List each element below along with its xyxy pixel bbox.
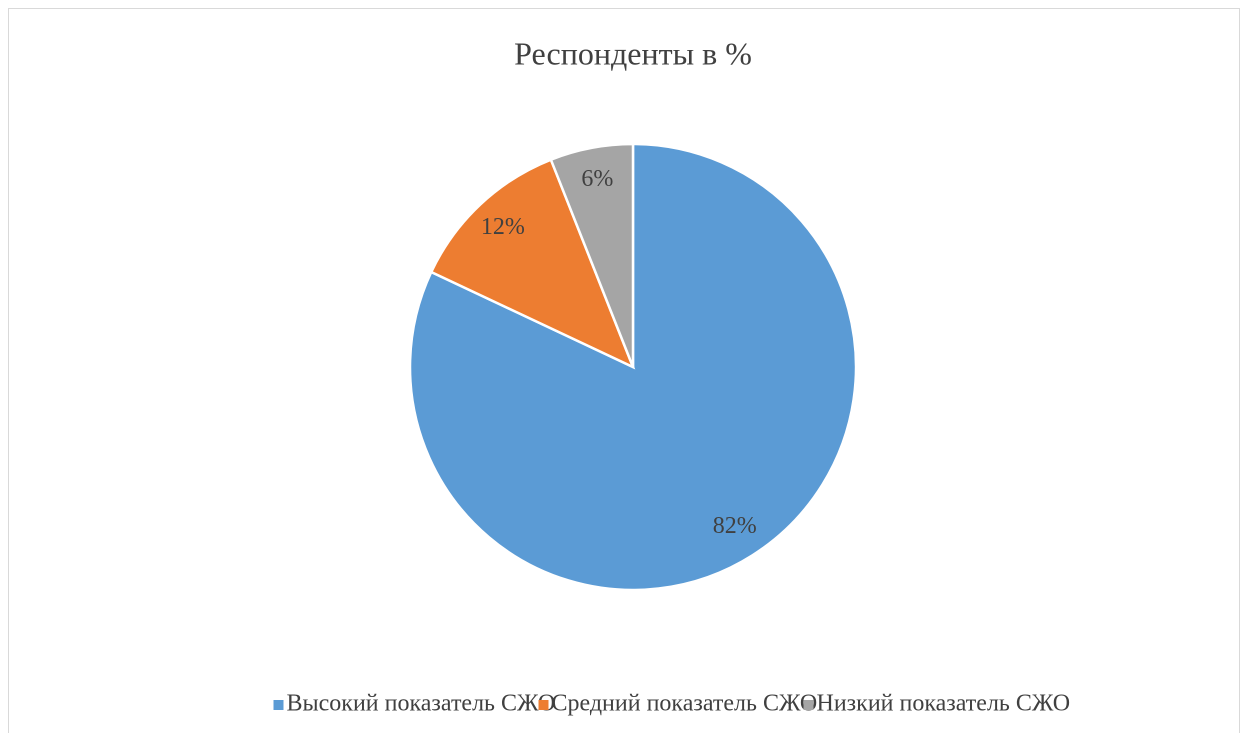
data-label: 12% [481, 214, 525, 240]
pie-slice [549, 142, 635, 368]
legend-swatch [538, 700, 549, 710]
data-label: 6% [581, 166, 613, 192]
pie-slice [429, 158, 636, 370]
data-label: 82% [713, 513, 757, 539]
pie-slice [408, 142, 858, 592]
legend-label: Низкий показатель СЖО [817, 691, 1071, 717]
chart-title: Респонденты в % [514, 35, 752, 71]
legend-label: Высокий показатель СЖО [287, 691, 556, 717]
legend-swatch [803, 700, 814, 710]
legend-label: Средний показатель СЖО [552, 691, 818, 717]
legend-swatch [273, 700, 284, 710]
